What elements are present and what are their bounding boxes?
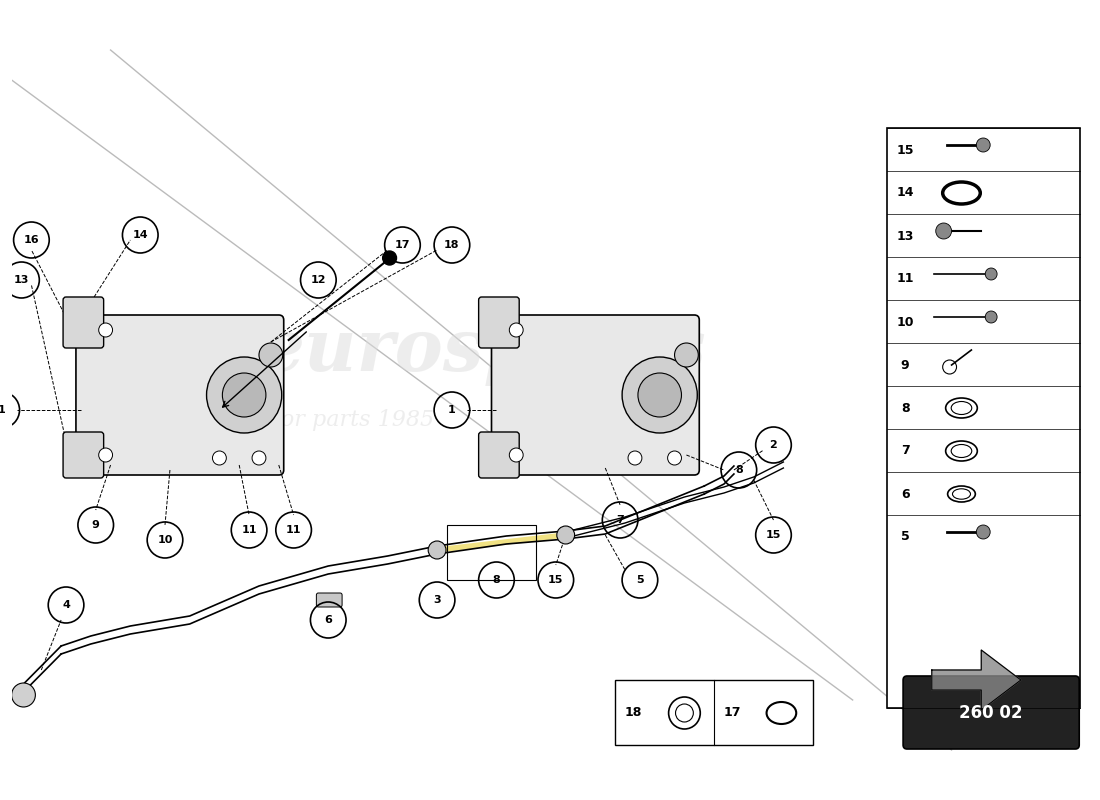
Text: 3: 3 <box>433 595 441 605</box>
Text: 15: 15 <box>896 143 914 157</box>
Text: 12: 12 <box>310 275 326 285</box>
Circle shape <box>428 541 446 559</box>
Text: 17: 17 <box>723 706 740 719</box>
FancyBboxPatch shape <box>63 297 103 348</box>
Circle shape <box>99 448 112 462</box>
Text: 18: 18 <box>625 706 641 719</box>
Text: 16: 16 <box>23 235 40 245</box>
Circle shape <box>258 343 283 367</box>
Bar <box>888 128 1080 708</box>
Text: 18: 18 <box>444 240 460 250</box>
Circle shape <box>986 311 997 323</box>
Text: 260 02: 260 02 <box>959 704 1023 722</box>
FancyBboxPatch shape <box>63 432 103 478</box>
Circle shape <box>638 373 682 417</box>
Text: 9: 9 <box>91 520 100 530</box>
Text: 5: 5 <box>636 575 644 585</box>
Circle shape <box>977 525 990 539</box>
Circle shape <box>12 683 35 707</box>
Text: 9: 9 <box>901 358 910 371</box>
Text: 11: 11 <box>241 525 256 535</box>
FancyBboxPatch shape <box>478 297 519 348</box>
Circle shape <box>623 357 697 433</box>
FancyBboxPatch shape <box>492 315 700 475</box>
Text: a passion for parts 1985: a passion for parts 1985 <box>160 409 434 431</box>
Circle shape <box>509 323 524 337</box>
Text: 7: 7 <box>616 515 624 525</box>
Text: 15: 15 <box>548 575 563 585</box>
Circle shape <box>252 451 266 465</box>
Circle shape <box>207 357 282 433</box>
Circle shape <box>222 373 266 417</box>
Text: 1: 1 <box>448 405 455 415</box>
Text: 11: 11 <box>286 525 301 535</box>
Text: 2: 2 <box>770 440 778 450</box>
Text: 13: 13 <box>896 230 914 242</box>
Text: 4: 4 <box>62 600 70 610</box>
Polygon shape <box>932 650 1021 710</box>
Circle shape <box>557 526 574 544</box>
FancyBboxPatch shape <box>76 315 284 475</box>
Text: 15: 15 <box>766 530 781 540</box>
Text: 7: 7 <box>901 445 910 458</box>
Text: 13: 13 <box>14 275 30 285</box>
FancyBboxPatch shape <box>478 432 519 478</box>
Circle shape <box>383 251 396 265</box>
Text: 14: 14 <box>896 186 914 199</box>
Circle shape <box>936 223 952 239</box>
Circle shape <box>668 451 682 465</box>
Bar <box>447 525 536 580</box>
FancyBboxPatch shape <box>317 593 342 607</box>
Text: 8: 8 <box>901 402 910 414</box>
Circle shape <box>977 138 990 152</box>
Text: 17: 17 <box>395 240 410 250</box>
Circle shape <box>628 451 642 465</box>
Circle shape <box>674 343 698 367</box>
Text: eurospares: eurospares <box>258 314 706 386</box>
Text: 10: 10 <box>157 535 173 545</box>
Text: 11: 11 <box>896 273 914 286</box>
Text: 14: 14 <box>132 230 148 240</box>
Text: 1: 1 <box>0 405 6 415</box>
Circle shape <box>986 268 997 280</box>
Circle shape <box>509 448 524 462</box>
Bar <box>615 680 813 745</box>
Text: 10: 10 <box>896 315 914 329</box>
Text: 8: 8 <box>735 465 743 475</box>
Text: 6: 6 <box>324 615 332 625</box>
Circle shape <box>212 451 227 465</box>
Text: 8: 8 <box>493 575 500 585</box>
Circle shape <box>99 323 112 337</box>
Text: 6: 6 <box>901 487 910 501</box>
FancyBboxPatch shape <box>903 676 1079 749</box>
Text: 5: 5 <box>901 530 910 543</box>
